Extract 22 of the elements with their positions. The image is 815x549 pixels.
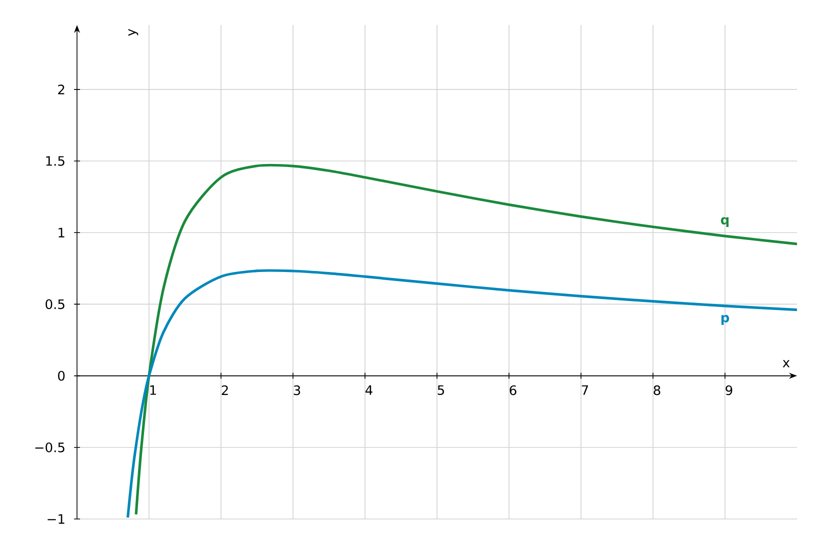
y-axis-title: y [128,28,138,36]
y-tick-label: 1.5 [46,156,64,166]
series-label: p [721,314,730,325]
x-tick-label: 5 [438,385,444,395]
x-tick-label: 7 [582,385,588,395]
x-tick-label: 4 [365,385,372,395]
x-axis-title: x [782,360,790,368]
x-tick-label: 9 [726,385,732,396]
y-tick-label: 0 [58,370,65,381]
line-series [126,269,797,519]
y-tick-label: 2 [58,84,64,94]
series-label: q [720,217,729,228]
y-tick-label: 0.5 [46,299,64,310]
x-tick-label: 2 [222,385,228,395]
line-series [134,164,797,516]
x-tick-label: 3 [294,385,300,396]
x-tick-label: 6 [510,385,516,396]
x-tick-label: 8 [654,385,660,396]
y-tick-label: −0.5 [35,442,64,452]
x-tick-label: 1 [150,385,156,395]
y-tick-label: −1 [48,514,64,524]
y-tick-label: 1 [58,228,64,238]
